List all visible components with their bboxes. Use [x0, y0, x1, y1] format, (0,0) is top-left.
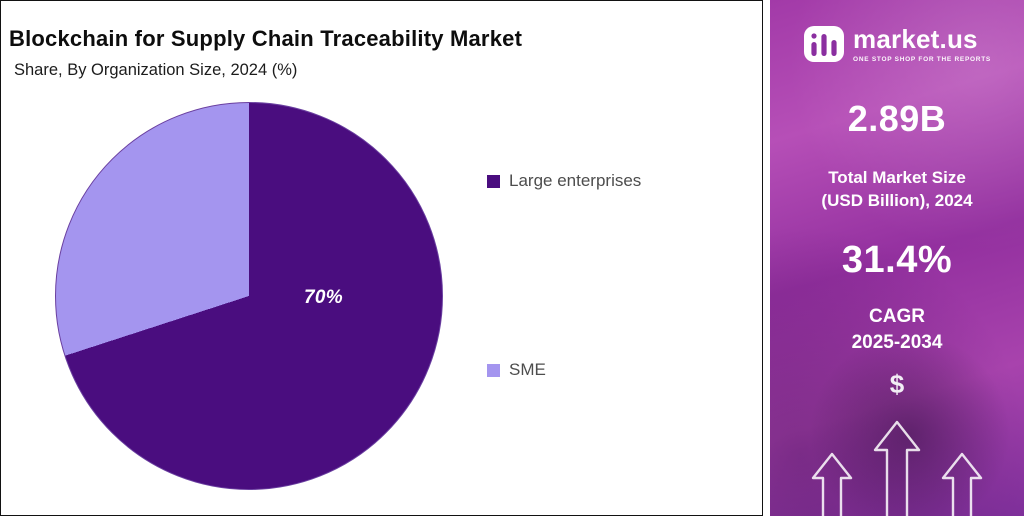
- stat-cagr-label: CAGR 2025-2034: [770, 304, 1024, 355]
- stat-market-size-label: Total Market Size (USD Billion), 2024: [770, 166, 1024, 213]
- chart-title: Blockchain for Supply Chain Traceability…: [9, 25, 523, 51]
- legend-label-large-enterprises: Large enterprises: [509, 171, 642, 190]
- chart-subtitle: Share, By Organization Size, 2024 (%): [14, 61, 298, 79]
- chart-panel: Blockchain for Supply Chain Traceability…: [0, 0, 763, 516]
- dollar-icon: $: [889, 369, 905, 400]
- legend-item-large-enterprises: Large enterprises: [487, 171, 641, 191]
- legend-item-sme: SME: [487, 360, 546, 380]
- legend-swatch-large-enterprises: [487, 174, 500, 188]
- legend-swatch-sme: [487, 363, 500, 377]
- growth-arrows-icon: [811, 420, 983, 516]
- brand-name: market.us: [853, 23, 978, 54]
- stat-market-size-value: 2.89B: [847, 98, 947, 139]
- pie-data-label: 70%: [304, 287, 343, 308]
- brand-text: market.us ONE STOP SHOP FOR THE REPORTS: [853, 26, 991, 63]
- market-us-logo-icon: [804, 26, 845, 62]
- legend-label-sme: SME: [509, 360, 546, 379]
- stat-cagr-label-line1: CAGR: [869, 305, 925, 327]
- stat-market-size-label-line2: (USD Billion), 2024: [821, 191, 973, 211]
- stat-cagr-label-line2: 2025-2034: [851, 331, 943, 353]
- brand-panel: market.us ONE STOP SHOP FOR THE REPORTS …: [770, 0, 1024, 516]
- stat-cagr-value: 31.4%: [841, 238, 953, 281]
- brand: market.us ONE STOP SHOP FOR THE REPORTS: [770, 24, 1024, 64]
- pie-chart: 70%: [55, 102, 443, 490]
- stat-market-size-label-line1: Total Market Size: [828, 168, 966, 187]
- brand-tagline: ONE STOP SHOP FOR THE REPORTS: [853, 55, 991, 63]
